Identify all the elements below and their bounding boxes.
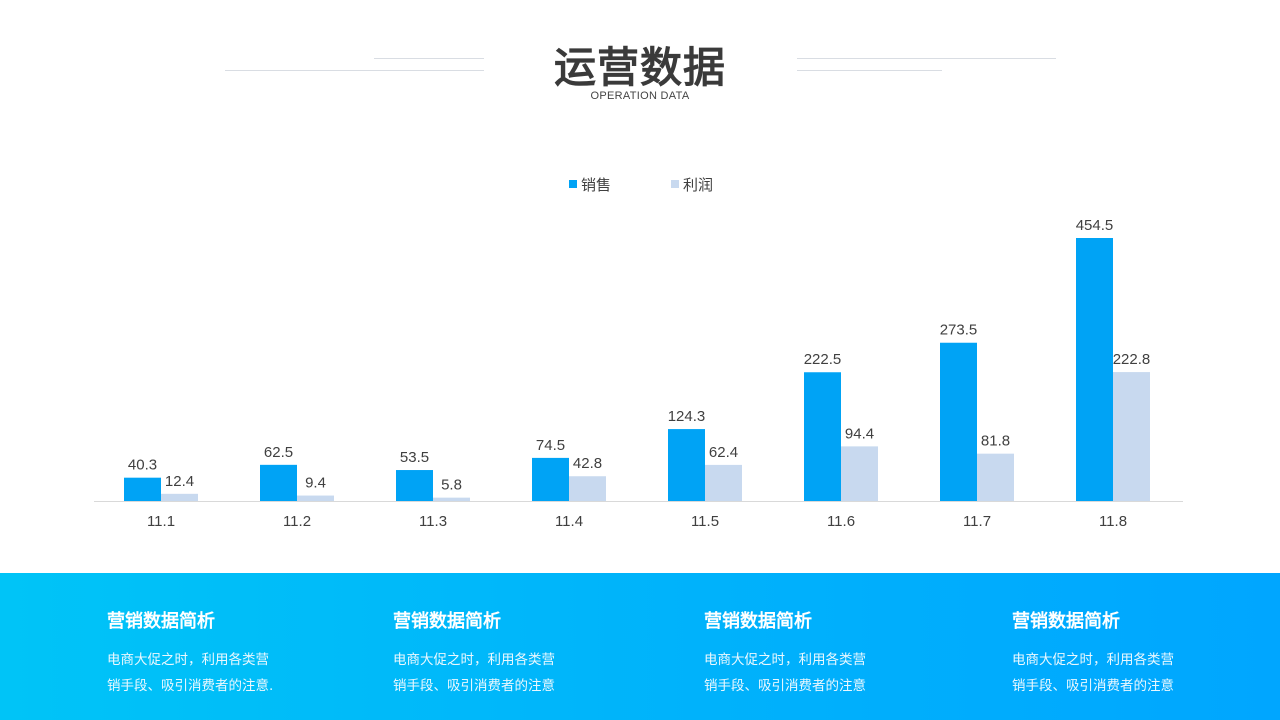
bar-profit <box>705 464 742 501</box>
summary-title: 营销数据简析 <box>1012 611 1120 632</box>
x-tick-label: 11.5 <box>691 513 719 530</box>
x-tick-label: 11.1 <box>147 513 175 530</box>
header: 运营数据 OPERATION DATA <box>0 0 1280 120</box>
bar-profit <box>433 497 470 501</box>
data-label: 5.8 <box>441 477 462 494</box>
bar-sales <box>396 470 433 501</box>
data-label: 124.3 <box>668 408 706 425</box>
data-label: 81.8 <box>981 433 1010 450</box>
bar-sales <box>1076 238 1113 501</box>
decorative-line <box>374 58 484 59</box>
data-label: 62.5 <box>264 444 293 461</box>
summary-line: 电商大促之时，利用各类营 <box>704 652 866 668</box>
x-tick-label: 11.2 <box>283 513 311 530</box>
bar-profit <box>161 493 198 501</box>
summary-line: 电商大促之时，利用各类营 <box>1012 652 1174 668</box>
decorative-line <box>797 70 942 71</box>
bar-profit <box>569 476 606 501</box>
legend-swatch <box>671 180 679 188</box>
summary-text: 电商大促之时，利用各类营 销手段、吸引消费者的注意 <box>393 647 593 699</box>
summary-text: 电商大促之时，利用各类营 销手段、吸引消费者的注意. <box>107 647 307 699</box>
data-label: 273.5 <box>940 322 978 339</box>
summary-title: 营销数据简析 <box>107 611 215 632</box>
bar-sales <box>668 429 705 501</box>
data-label: 222.8 <box>1113 351 1151 368</box>
bar-profit <box>841 446 878 501</box>
summary-text: 电商大促之时，利用各类营 销手段、吸引消费者的注意 <box>1012 647 1212 699</box>
summary-line: 销手段、吸引消费者的注意 <box>1012 678 1174 694</box>
decorative-line <box>225 70 484 71</box>
summary-panel: 营销数据简析 电商大促之时，利用各类营 销手段、吸引消费者的注意. 营销数据简析… <box>0 573 1280 720</box>
summary-block: 营销数据简析 电商大促之时，利用各类营 销手段、吸引消费者的注意 <box>1012 607 1212 699</box>
summary-line: 电商大促之时，利用各类营 <box>107 652 269 668</box>
data-label: 74.5 <box>536 437 565 454</box>
page-title: 运营数据 <box>553 43 726 92</box>
data-label: 94.4 <box>845 425 874 442</box>
data-label: 9.4 <box>305 475 326 492</box>
page-subtitle: OPERATION DATA <box>590 90 690 102</box>
summary-line: 销手段、吸引消费者的注意. <box>107 678 274 694</box>
bar-profit <box>297 495 334 501</box>
x-tick-label: 11.6 <box>827 513 855 530</box>
x-tick-label: 11.7 <box>963 513 991 530</box>
summary-title: 营销数据简析 <box>393 611 501 632</box>
x-tick-label: 11.8 <box>1099 513 1127 530</box>
bar-sales <box>124 477 161 501</box>
legend-label: 销售 <box>581 177 611 194</box>
data-label: 53.5 <box>400 449 429 466</box>
data-label: 42.8 <box>573 455 602 472</box>
legend-label: 利润 <box>683 177 713 194</box>
data-label: 222.5 <box>804 351 842 368</box>
x-tick-label: 11.3 <box>419 513 447 530</box>
data-label: 454.5 <box>1076 217 1114 234</box>
summary-line: 销手段、吸引消费者的注意 <box>704 678 866 694</box>
summary-block: 营销数据简析 电商大促之时，利用各类营 销手段、吸引消费者的注意. <box>107 607 307 699</box>
bar-sales <box>940 342 977 501</box>
decorative-line <box>797 58 1056 59</box>
bar-chart: 销售 利润 40.3 12.4 11.1 62.5 9.4 11.2 53.5 5.8 11.3 74… <box>94 177 1183 530</box>
summary-title: 营销数据简析 <box>704 611 812 632</box>
bar-sales <box>260 464 297 501</box>
summary-block: 营销数据简析 电商大促之时，利用各类营 销手段、吸引消费者的注意 <box>393 607 593 699</box>
x-tick-label: 11.4 <box>555 513 583 530</box>
bar-profit <box>977 453 1014 501</box>
summary-block: 营销数据简析 电商大促之时，利用各类营 销手段、吸引消费者的注意 <box>704 607 904 699</box>
bar-profit <box>1113 372 1150 501</box>
bar-sales <box>804 372 841 501</box>
data-label: 12.4 <box>165 473 194 490</box>
bar-sales <box>532 457 569 501</box>
summary-text: 电商大促之时，利用各类营 销手段、吸引消费者的注意 <box>704 647 904 699</box>
summary-line: 销手段、吸引消费者的注意 <box>393 678 555 694</box>
summary-line: 电商大促之时，利用各类营 <box>393 652 555 668</box>
legend-swatch <box>569 180 577 188</box>
data-label: 40.3 <box>128 457 157 474</box>
data-label: 62.4 <box>709 444 738 461</box>
